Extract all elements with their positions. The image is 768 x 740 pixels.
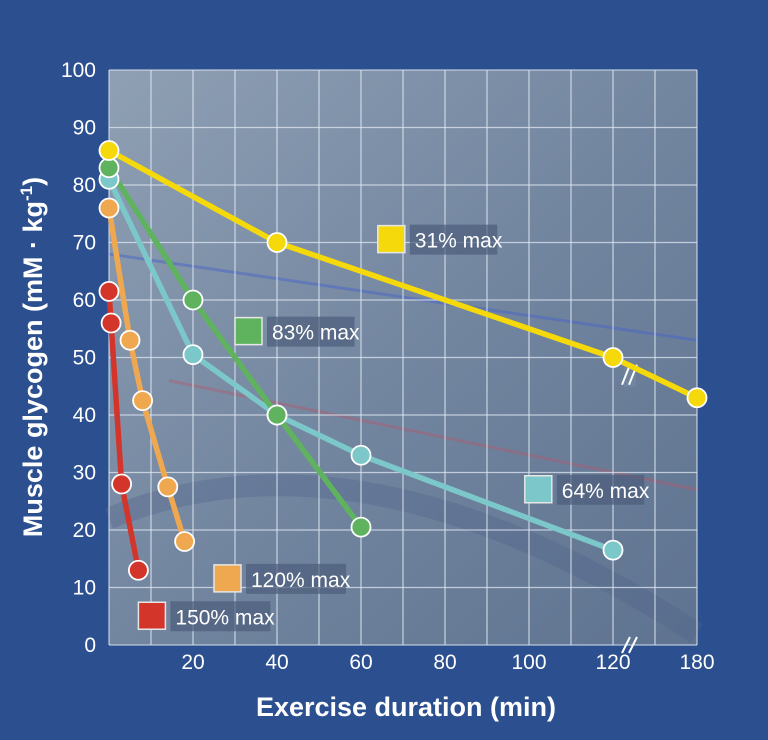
x-tick-labels: 20 40 60 80 100 120 180 <box>181 651 714 674</box>
legend-item-83pct-max: 83% max <box>234 316 360 347</box>
data-point-150pct-max <box>100 312 122 334</box>
y-axis-title: Muscle glycogen (mM · kg-1) <box>17 177 48 537</box>
background-streak <box>104 474 703 643</box>
data-point-64pct-max <box>182 344 204 366</box>
y-tick-label: 80 <box>73 174 96 197</box>
legend-label: 150% max <box>175 606 275 629</box>
series-layer <box>98 140 708 581</box>
legend-item-120pct-max: 120% max <box>213 563 351 594</box>
series-line-150pct-max <box>106 288 142 573</box>
data-point-150pct-max <box>127 559 149 581</box>
x-tick-label: 80 <box>433 651 456 674</box>
data-point-31pct-max <box>98 140 120 161</box>
legend-item-64pct-max: 64% max <box>524 474 650 505</box>
data-point-83pct-max <box>98 157 120 179</box>
series-line-31pct-max <box>106 147 700 401</box>
x-axis-title: Exercise duration (min) <box>256 692 556 722</box>
series-break-mark <box>621 364 631 386</box>
legend-label: 120% max <box>251 569 351 592</box>
x-tick-label: 40 <box>265 651 288 674</box>
data-point-64pct-max <box>350 444 372 466</box>
x-tick-label: 120 <box>595 651 630 674</box>
legend-label-background <box>170 601 271 632</box>
data-point-150pct-max <box>111 473 132 495</box>
legend-label-background <box>267 316 355 347</box>
y-tick-label: 0 <box>84 634 96 657</box>
data-point-83pct-max <box>266 404 288 426</box>
x-tick-label: 100 <box>511 651 546 674</box>
x-axis-break-mark <box>621 636 631 654</box>
data-point-120pct-max <box>174 531 196 552</box>
data-point-120pct-max <box>98 197 120 219</box>
legend-label: 31% max <box>415 230 503 253</box>
series-line-83pct-max <box>106 165 364 530</box>
legend-swatch <box>524 475 553 504</box>
y-tick-label: 10 <box>73 577 96 600</box>
legend-swatch <box>213 564 242 593</box>
data-point-120pct-max <box>119 329 141 351</box>
y-tick-label: 40 <box>73 404 96 427</box>
y-tick-label: 100 <box>61 59 96 82</box>
legend-swatch <box>137 601 167 630</box>
legend-swatch <box>377 224 406 254</box>
data-point-64pct-max <box>602 539 624 561</box>
data-point-83pct-max <box>350 516 372 538</box>
data-point-120pct-max <box>132 390 154 412</box>
legend-label-background <box>556 474 645 505</box>
data-point-120pct-max <box>157 476 179 498</box>
y-tick-label: 90 <box>73 117 96 140</box>
legend-label-background <box>409 224 498 255</box>
data-point-31pct-max <box>602 347 624 368</box>
y-tick-labels: 0 10 20 30 40 50 60 70 80 90 100 <box>61 59 96 657</box>
legend-label: 83% max <box>272 322 360 345</box>
x-tick-label: 60 <box>349 651 372 674</box>
y-tick-label: 30 <box>73 462 96 485</box>
data-point-31pct-max <box>266 232 288 253</box>
y-tick-label: 70 <box>73 232 96 255</box>
y-tick-label: 50 <box>73 347 96 370</box>
y-tick-label: 20 <box>73 519 96 542</box>
y-tick-label: 60 <box>73 289 96 312</box>
x-axis-break-mark <box>628 636 638 654</box>
x-tick-label: 20 <box>181 651 204 674</box>
legend-item-31pct-max: 31% max <box>377 224 503 255</box>
legend-item-150pct-max: 150% max <box>137 601 275 632</box>
data-point-83pct-max <box>182 289 204 311</box>
legend-layer: 31% max 83% max 64% max 120% max 150% max <box>137 224 650 632</box>
data-point-150pct-max <box>98 280 120 302</box>
legend-label-background <box>246 563 346 594</box>
x-tick-label: 180 <box>679 651 714 674</box>
legend-swatch <box>234 316 263 346</box>
data-point-31pct-max <box>686 387 708 409</box>
legend-label: 64% max <box>562 480 650 503</box>
